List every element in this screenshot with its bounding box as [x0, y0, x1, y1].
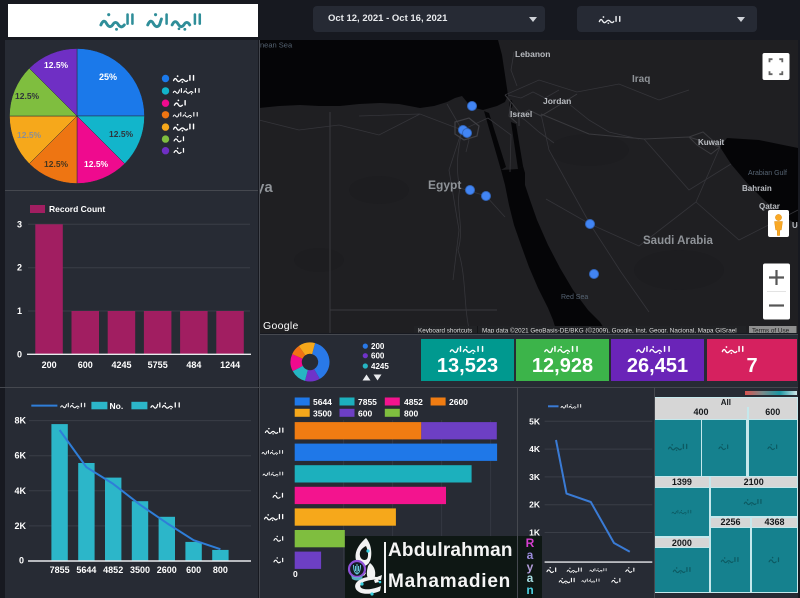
svg-text:7855: 7855: [50, 565, 70, 575]
svg-text:Saudi Arabia: Saudi Arabia: [643, 235, 713, 247]
svg-text:7855: 7855: [358, 397, 377, 407]
svg-text:2K: 2K: [14, 521, 26, 531]
svg-text:800: 800: [404, 408, 418, 418]
svg-text:8K: 8K: [14, 416, 26, 426]
svg-text:2600: 2600: [449, 397, 468, 407]
svg-text:Lebanon: Lebanon: [515, 49, 550, 59]
svg-text:200: 200: [42, 360, 57, 370]
svg-text:484: 484: [186, 360, 201, 370]
svg-text:2: 2: [17, 263, 22, 273]
svg-text:600: 600: [78, 360, 93, 370]
svg-text:800: 800: [213, 565, 228, 575]
svg-text:nean Sea: nean Sea: [260, 41, 293, 50]
svg-text:Israel: Israel: [510, 109, 532, 119]
svg-text:3500: 3500: [313, 408, 332, 418]
svg-text:5755: 5755: [148, 360, 168, 370]
svg-text:Terms of Use: Terms of Use: [752, 328, 790, 334]
svg-text:Keyboard shortcuts: Keyboard shortcuts: [418, 327, 472, 333]
svg-text:4852: 4852: [103, 565, 123, 575]
svg-text:Arabian Gulf: Arabian Gulf: [748, 170, 787, 177]
svg-text:5644: 5644: [313, 397, 332, 407]
svg-text:4K: 4K: [529, 444, 541, 454]
svg-text:1K: 1K: [529, 528, 541, 538]
svg-text:Google: Google: [263, 320, 299, 332]
svg-text:600: 600: [186, 565, 201, 575]
svg-text:2K: 2K: [529, 500, 541, 510]
svg-text:Egypt: Egypt: [428, 178, 461, 192]
svg-text:1244: 1244: [220, 360, 240, 370]
svg-text:0: 0: [293, 569, 298, 579]
svg-text:Jordan: Jordan: [543, 96, 571, 106]
svg-text:Kuwait: Kuwait: [698, 138, 725, 147]
svg-text:Map data ©2021 GeoBasis-DE/BKG: Map data ©2021 GeoBasis-DE/BKG (©2009), …: [482, 326, 737, 333]
svg-text:Iraq: Iraq: [632, 74, 650, 85]
svg-text:5644: 5644: [76, 565, 96, 575]
svg-text:4245: 4245: [371, 362, 389, 371]
svg-text:3: 3: [17, 219, 22, 229]
svg-text:3500: 3500: [130, 565, 150, 575]
svg-text:1: 1: [17, 306, 22, 316]
svg-text:6K: 6K: [14, 451, 26, 461]
svg-text:0: 0: [17, 349, 22, 359]
svg-text:Bahrain: Bahrain: [742, 184, 772, 193]
svg-text:200: 200: [371, 342, 385, 351]
svg-text:No.: No.: [110, 401, 124, 411]
svg-text:5K: 5K: [529, 416, 541, 426]
svg-text:0: 0: [19, 555, 24, 565]
svg-text:600: 600: [371, 352, 385, 361]
svg-text:3K: 3K: [529, 472, 541, 482]
svg-text:Red Sea: Red Sea: [561, 294, 588, 301]
svg-text:4852: 4852: [404, 397, 423, 407]
svg-text:600: 600: [358, 408, 372, 418]
svg-text:4K: 4K: [14, 486, 26, 496]
svg-text:4245: 4245: [111, 360, 131, 370]
svg-text:U: U: [792, 221, 798, 230]
svg-text:2600: 2600: [157, 565, 177, 575]
svg-text:Qatar: Qatar: [759, 202, 780, 211]
svg-text:ya: ya: [259, 179, 273, 196]
